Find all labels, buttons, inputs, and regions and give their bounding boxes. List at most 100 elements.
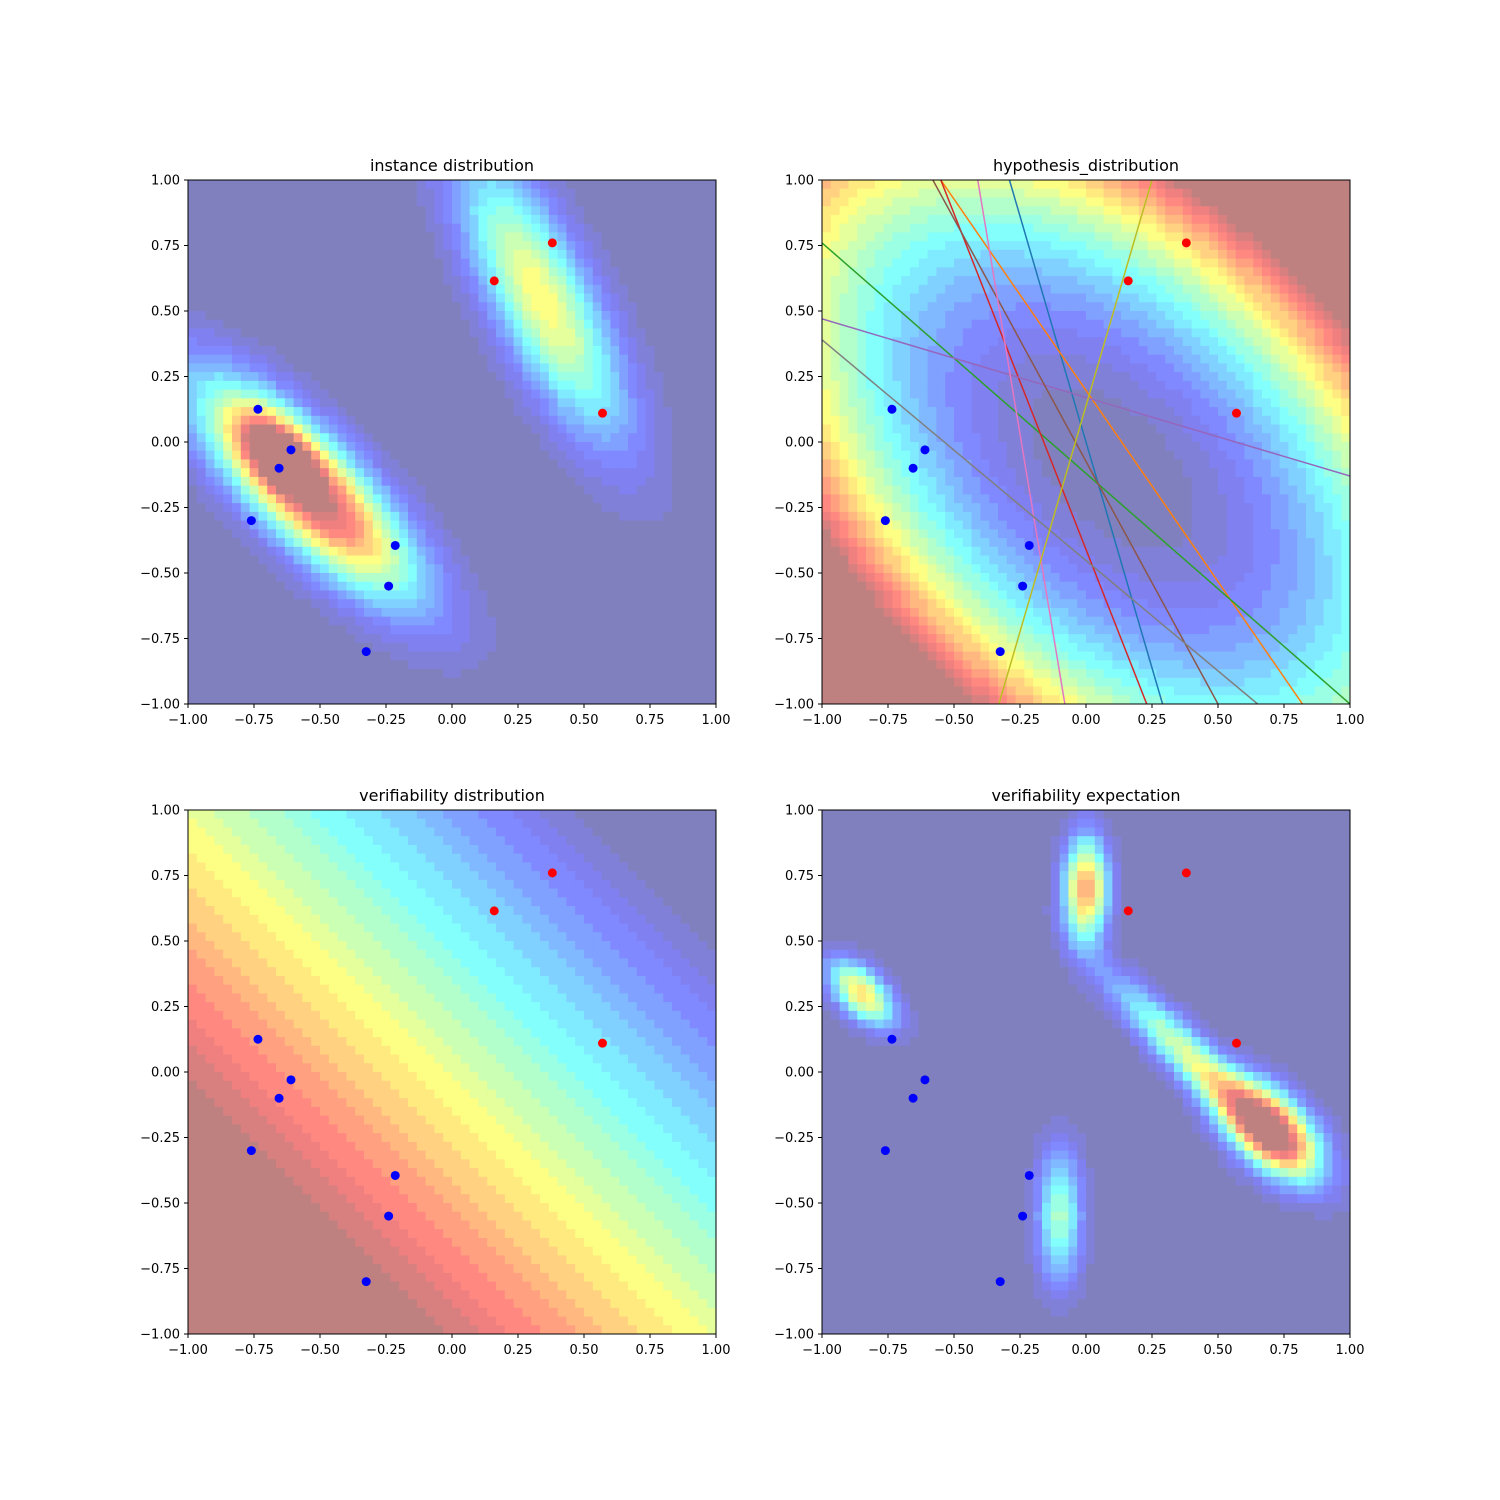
contour-cell — [337, 686, 347, 696]
contour-cell — [434, 677, 444, 688]
contour-cell — [496, 669, 506, 679]
contour-cell — [1015, 345, 1025, 356]
contour-cell — [293, 319, 303, 330]
contour-cell — [848, 223, 858, 233]
contour-cell — [707, 389, 716, 399]
contour-cell — [452, 660, 462, 670]
contour-cell — [381, 607, 391, 618]
contour-cell — [566, 415, 576, 426]
contour-cell — [531, 197, 541, 207]
contour-cell — [531, 433, 541, 443]
contour-cell — [628, 660, 638, 670]
contour-cell — [531, 407, 541, 417]
contour-cell — [1174, 258, 1184, 268]
contour-cell — [381, 555, 391, 565]
contour-cell — [1306, 223, 1316, 233]
contour-cell — [434, 468, 444, 478]
contour-cell — [1314, 363, 1325, 373]
contour-cell — [918, 284, 929, 295]
contour-cell — [698, 546, 708, 557]
contour-cell — [1033, 188, 1043, 199]
contour-cell — [399, 529, 409, 539]
contour-cell — [1288, 206, 1298, 216]
contour-cell — [460, 616, 471, 626]
contour-cell — [1112, 267, 1122, 277]
contour-cell — [680, 564, 691, 574]
contour-cell — [910, 214, 920, 225]
contour-cell — [707, 634, 716, 644]
contour-cell — [522, 302, 532, 312]
contour-cell — [372, 328, 383, 338]
contour-cell — [680, 520, 691, 530]
contour-cell — [205, 695, 215, 704]
contour-cell — [584, 607, 594, 618]
contour-cell — [416, 407, 427, 417]
contour-cell — [346, 450, 356, 461]
contour-cell — [663, 634, 673, 644]
contour-cell — [504, 468, 515, 478]
contour-cell — [355, 564, 365, 574]
contour-cell — [276, 188, 286, 199]
contour-cell — [496, 581, 506, 592]
contour-cell — [504, 616, 515, 626]
contour-cell — [337, 529, 347, 539]
contour-cell — [1209, 354, 1219, 364]
contour-cell — [654, 197, 664, 207]
contour-cell — [496, 249, 506, 260]
contour-cell — [364, 511, 374, 522]
contour-cell — [284, 616, 295, 626]
contour-cell — [654, 573, 664, 583]
contour-cell — [425, 625, 435, 635]
contour-cell — [513, 188, 523, 199]
contour-cell — [592, 695, 603, 704]
contour-cell — [205, 634, 215, 644]
contour-cell — [293, 407, 303, 417]
contour-cell — [328, 555, 339, 565]
contour-cell — [663, 485, 673, 495]
contour-cell — [663, 415, 673, 426]
contour-cell — [496, 459, 506, 469]
contour-cell — [372, 267, 383, 277]
contour-cell — [408, 188, 418, 199]
contour-cell — [980, 345, 990, 356]
contour-cell — [478, 311, 488, 321]
contour-cell — [504, 337, 515, 347]
contour-cell — [346, 442, 356, 452]
contour-cell — [628, 180, 638, 190]
contour-cell — [628, 258, 638, 268]
contour-cell — [531, 485, 541, 495]
panel-1: −1.00 −0.75 −0.50 −0.25 0.00 0.25 0.50 0.75 1.00… — [140, 156, 730, 728]
contour-cell — [478, 538, 488, 548]
contour-cell — [346, 695, 356, 704]
contour-cell — [989, 180, 999, 190]
contour-cell — [707, 564, 716, 574]
contour-cell — [575, 634, 585, 644]
contour-cell — [645, 476, 655, 487]
contour-cell — [645, 677, 655, 688]
contour-cell — [910, 328, 920, 338]
contour-cell — [355, 607, 365, 618]
contour-cell — [390, 276, 400, 286]
contour-cell — [425, 476, 435, 487]
contour-cell — [1297, 345, 1307, 356]
contour-cell — [381, 214, 391, 225]
contour-cell — [188, 450, 198, 461]
contour-cell — [346, 616, 356, 626]
contour-cell — [390, 511, 400, 522]
contour-cell — [1015, 180, 1025, 190]
contour-cell — [381, 503, 391, 513]
contour-cell — [1086, 319, 1096, 330]
contour-cell — [443, 328, 453, 338]
contour-cell — [311, 424, 321, 434]
contour-cell — [434, 354, 444, 364]
contour-cell — [496, 372, 506, 382]
contour-cell — [1147, 197, 1157, 207]
contour-cell — [240, 249, 251, 260]
contour-cell — [284, 302, 295, 312]
contour-cell — [1209, 232, 1219, 242]
contour-cell — [636, 538, 647, 548]
contour-cell — [188, 249, 198, 260]
contour-cell — [636, 249, 647, 260]
contour-cell — [416, 616, 427, 626]
contour-cell — [232, 564, 242, 574]
